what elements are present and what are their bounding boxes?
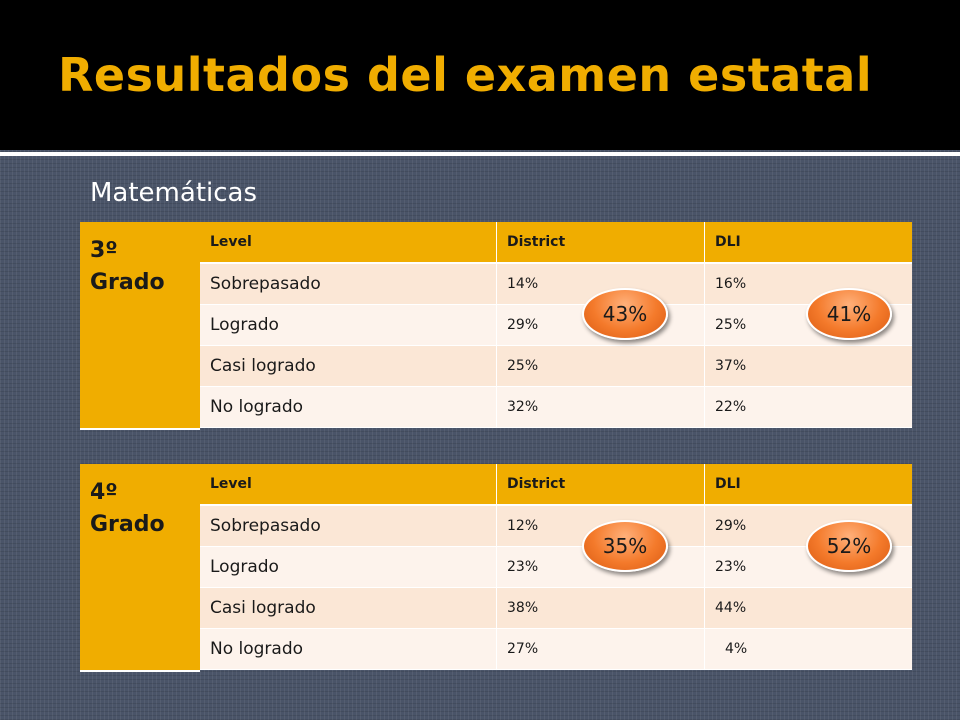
grade-word: Grado [90, 270, 165, 295]
dli-total-bubble: 41% [806, 288, 892, 340]
header-district: District [496, 222, 715, 262]
level-cell: Sobrepasado [210, 274, 321, 294]
header-dli: DLI [704, 222, 913, 262]
grade-word: Grado [90, 512, 165, 537]
district-cell: 32% [496, 387, 715, 427]
level-cell: Casi logrado [210, 598, 316, 618]
level-cell: Sobrepasado [210, 516, 321, 536]
header-level: Level [210, 234, 252, 250]
dli-total-bubble: 52% [806, 520, 892, 572]
grade-3-table: 3º Grado Level District DLI Sobrepasado … [80, 222, 912, 430]
grade-4-table: 4º Grado Level District DLI Sobrepasado … [80, 464, 912, 672]
district-cell: 23% [496, 547, 715, 587]
table-row: Logrado 23% 23% [200, 547, 912, 588]
dli-cell: 4% [704, 629, 923, 669]
dli-cell: 23% [704, 547, 913, 587]
district-cell: 12% [496, 506, 715, 546]
grade-3-label-cell: 3º Grado [80, 222, 200, 430]
district-total-bubble: 43% [582, 288, 668, 340]
table-header-row: Level District DLI [200, 464, 912, 506]
table-row: No logrado 27% 4% [200, 629, 912, 670]
grade-3-columns: Level District DLI Sobrepasado 14% 16% L… [200, 222, 912, 430]
title-bar: Resultados del examen estatal [0, 0, 960, 150]
level-cell: No logrado [210, 397, 304, 417]
header-level: Level [210, 476, 252, 492]
grade-4-label-cell: 4º Grado [80, 464, 200, 672]
grade-4-columns: Level District DLI Sobrepasado 12% 29% L… [200, 464, 912, 672]
grade-number: 4º [90, 480, 118, 505]
table-row: No logrado 32% 22% [200, 387, 912, 428]
table-row: Sobrepasado 14% 16% [200, 264, 912, 305]
slide-title: Resultados del examen estatal [58, 48, 873, 102]
grade-number: 3º [90, 238, 118, 263]
table-row: Casi logrado 38% 44% [200, 588, 912, 629]
dli-cell: 22% [704, 387, 913, 427]
header-dli: DLI [704, 464, 913, 504]
dli-cell: 29% [704, 506, 913, 546]
district-cell: 27% [496, 629, 715, 669]
table-row: Logrado 29% 25% [200, 305, 912, 346]
header-district: District [496, 464, 715, 504]
table-row: Casi logrado 25% 37% [200, 346, 912, 387]
district-cell: 14% [496, 264, 715, 304]
dli-cell: 25% [704, 305, 913, 345]
title-divider [0, 152, 960, 156]
district-total-bubble: 35% [582, 520, 668, 572]
level-cell: Logrado [210, 315, 279, 335]
district-cell: 38% [496, 588, 715, 628]
level-cell: Logrado [210, 557, 279, 577]
dli-cell: 44% [704, 588, 913, 628]
table-header-row: Level District DLI [200, 222, 912, 264]
table-row: Sobrepasado 12% 29% [200, 506, 912, 547]
dli-cell: 16% [704, 264, 913, 304]
district-cell: 25% [496, 346, 715, 386]
level-cell: No logrado [210, 639, 304, 659]
level-cell: Casi logrado [210, 356, 316, 376]
dli-cell: 37% [704, 346, 913, 386]
district-cell: 29% [496, 305, 715, 345]
subject-label: Matemáticas [90, 178, 258, 208]
